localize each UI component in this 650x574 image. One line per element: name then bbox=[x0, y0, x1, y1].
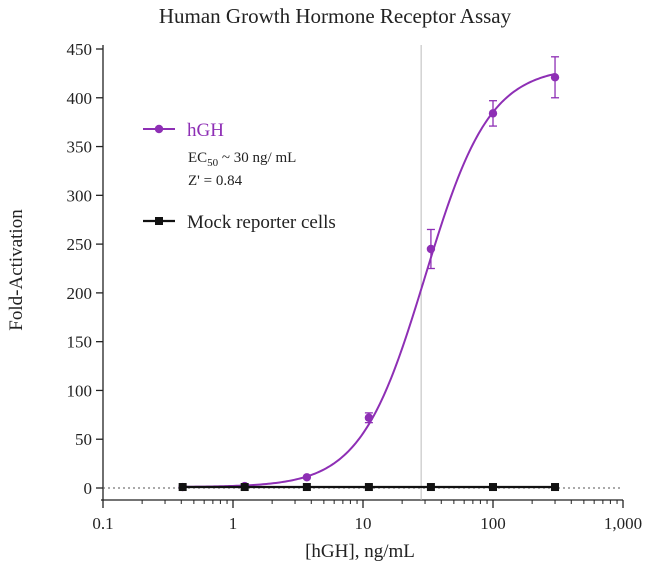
series-mock bbox=[178, 483, 560, 492]
y-axis-label: Fold-Activation bbox=[6, 209, 27, 331]
zprime-annotation: Z' = 0.84 bbox=[188, 173, 243, 189]
y-tick-label: 0 bbox=[84, 479, 93, 498]
y-tick-label: 150 bbox=[67, 333, 93, 352]
data-point bbox=[489, 483, 497, 492]
legend-mock-label: Mock reporter cells bbox=[187, 212, 336, 233]
data-point bbox=[550, 73, 560, 82]
x-tick-label: 0.1 bbox=[92, 514, 113, 533]
y-tick-label: 200 bbox=[67, 284, 93, 303]
ec50-value: ~ 30 ng/ mL bbox=[218, 150, 296, 166]
y-tick-label: 350 bbox=[67, 138, 93, 157]
data-point bbox=[426, 244, 436, 254]
plot-area bbox=[103, 45, 623, 500]
data-point bbox=[426, 483, 435, 492]
axes: 0 50 100 150 200 250 300 350 400 450 0.1 1 10 100 1,00… bbox=[67, 40, 643, 533]
y-tick-label: 250 bbox=[67, 235, 93, 254]
x-tick-label: 100 bbox=[480, 514, 506, 533]
data-point bbox=[551, 483, 560, 492]
chart-title: Human Growth Hormone Receptor Assay bbox=[159, 4, 512, 28]
ec50-annotation: EC50 ~ 30 ng/ mL bbox=[188, 150, 296, 169]
data-point bbox=[302, 473, 312, 482]
series-hgh bbox=[178, 56, 560, 492]
x-tick-label: 1,000 bbox=[604, 514, 642, 533]
y-tick-label: 450 bbox=[67, 40, 93, 59]
legend-hgh-label: hGH bbox=[187, 120, 224, 141]
y-tick-label: 400 bbox=[67, 89, 93, 108]
x-axis-label: [hGH], ng/mL bbox=[305, 541, 415, 562]
ec50-prefix: EC bbox=[188, 150, 207, 166]
data-point bbox=[488, 109, 498, 118]
legend: hGH EC50 ~ 30 ng/ mL Z' = 0.84 Mock reporte… bbox=[143, 120, 336, 233]
data-point bbox=[364, 413, 374, 422]
legend-hgh-marker bbox=[154, 124, 164, 134]
y-tick-label: 50 bbox=[75, 430, 92, 449]
y-tick-label: 300 bbox=[67, 186, 93, 205]
ec50-subscript: 50 bbox=[207, 157, 219, 169]
x-tick-label: 1 bbox=[229, 514, 238, 533]
legend-mock-marker bbox=[155, 217, 163, 225]
y-tick-label: 100 bbox=[67, 381, 93, 400]
data-point bbox=[240, 483, 249, 492]
data-point bbox=[364, 483, 373, 492]
data-point bbox=[178, 483, 187, 492]
fit-curve bbox=[182, 72, 556, 488]
x-tick-label: 10 bbox=[355, 514, 372, 533]
data-point bbox=[302, 483, 311, 492]
